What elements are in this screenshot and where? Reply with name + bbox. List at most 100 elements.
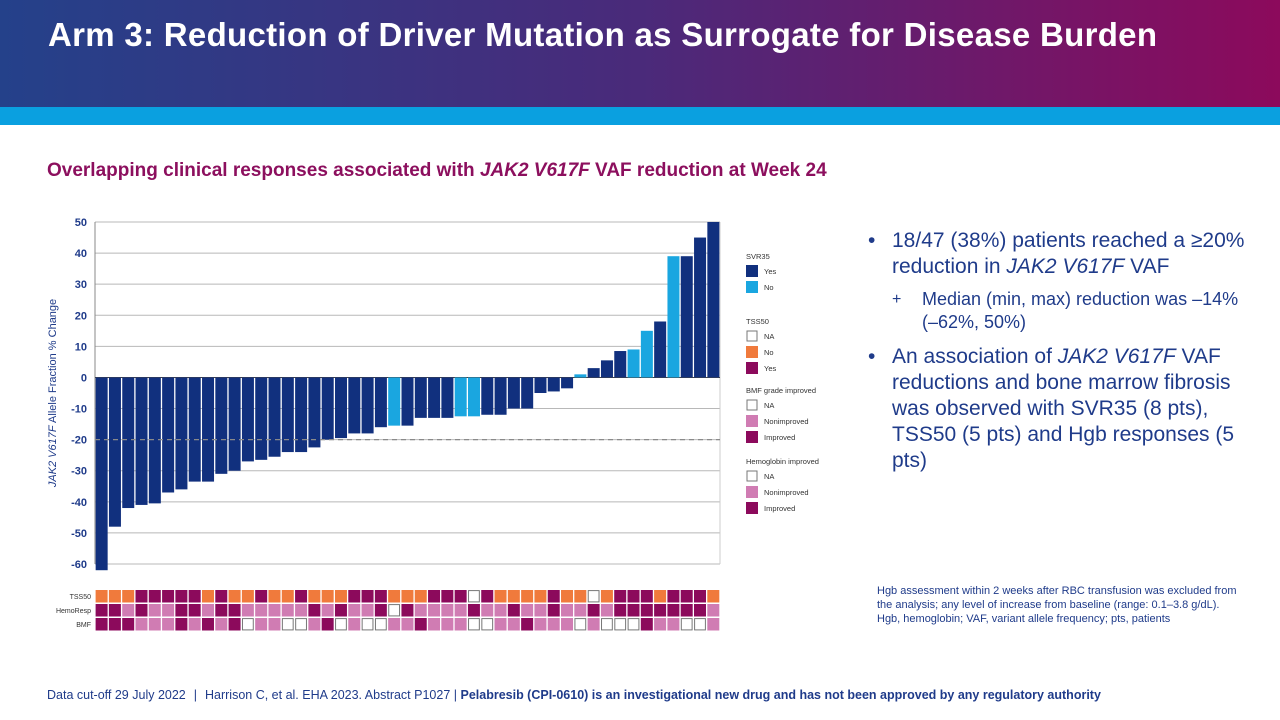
heatmap-cell — [561, 604, 574, 617]
heatmap-cell — [401, 590, 414, 603]
bar — [228, 377, 241, 471]
bar — [600, 360, 613, 378]
heatmap-cell — [388, 618, 401, 631]
y-axis-label-gene: JAK2 V617F — [47, 424, 59, 488]
legend-group-title: BMF grade improved — [746, 386, 816, 395]
bar — [321, 377, 334, 440]
header-accent-strip — [0, 107, 1280, 125]
heatmap-cell — [707, 590, 720, 603]
heatmap-cell — [188, 618, 201, 631]
subtitle-gene: JAK2 V617F — [479, 160, 590, 181]
heatmap-cell — [414, 604, 427, 617]
legend-item-label: NA — [764, 332, 774, 341]
heatmap-cell — [108, 590, 121, 603]
heatmap-cell — [561, 590, 574, 603]
footnote: Hgb assessment within 2 weeks after RBC … — [877, 584, 1237, 626]
heatmap-cell — [361, 604, 374, 617]
bar — [268, 377, 281, 457]
heatmap-cell — [108, 604, 121, 617]
legend-item-label: No — [764, 348, 774, 357]
heatmap-cell — [268, 590, 281, 603]
footer: Data cut-off 29 July 2022 | Harrison C, et… — [47, 688, 1101, 702]
bar — [614, 351, 627, 378]
heatmap-cell — [162, 590, 175, 603]
heatmap-cell — [321, 604, 334, 617]
heatmap-cell — [481, 604, 494, 617]
bar — [135, 377, 148, 505]
heatmap-cell — [680, 604, 693, 617]
y-tick-label: 50 — [75, 217, 87, 229]
heatmap-cell — [308, 604, 321, 617]
heatmap-cell — [228, 604, 241, 617]
heatmap-cell — [627, 604, 640, 617]
heatmap-cell — [162, 618, 175, 631]
heatmap-cell — [414, 618, 427, 631]
heatmap-cell — [428, 618, 441, 631]
heatmap-cell — [614, 604, 627, 617]
bar — [428, 377, 441, 418]
footer-separator: | — [193, 688, 197, 702]
heatmap-cell — [640, 604, 653, 617]
heatmap-cell — [361, 590, 374, 603]
heatmap-cell — [507, 590, 520, 603]
bullet2-text-post: VAF reductions and bone marrow fibrosis … — [892, 345, 1235, 472]
legend-swatch — [746, 265, 758, 277]
bar — [640, 330, 653, 378]
heatmap-cell — [108, 618, 121, 631]
heatmap-cell — [241, 604, 254, 617]
heatmap-cell — [600, 604, 613, 617]
legend-swatch — [746, 486, 758, 498]
bar — [401, 377, 414, 426]
bullet-dot-icon: • — [868, 345, 876, 368]
heatmap-cell — [228, 590, 241, 603]
y-tick-label: 40 — [75, 248, 87, 260]
heatmap-cell — [481, 618, 494, 631]
heatmap-cell — [215, 590, 228, 603]
heatmap-cell — [574, 618, 587, 631]
legend-item-label: Yes — [764, 267, 776, 276]
bar — [521, 377, 534, 409]
y-tick-label: -50 — [71, 528, 87, 540]
heatmap-cell — [547, 604, 560, 617]
heatmap-cell — [707, 604, 720, 617]
heatmap-cell — [122, 618, 135, 631]
legend-swatch — [746, 330, 758, 342]
header-banner: Arm 3: Reduction of Driver Mutation as S… — [0, 0, 1280, 107]
bar — [467, 377, 480, 417]
subtitle-part1: Overlapping clinical responses associate… — [47, 160, 480, 181]
bar — [707, 222, 720, 378]
y-tick-label: -40 — [71, 497, 87, 509]
bullet-association: • An association of JAK2 V617F VAF reduct… — [866, 344, 1246, 474]
heatmap-cell — [308, 590, 321, 603]
heatmap-cell — [175, 604, 188, 617]
heatmap-cell — [667, 604, 680, 617]
legend-group-title: TSS50 — [746, 317, 769, 326]
heatmap-cell — [694, 604, 707, 617]
heatmap-cell — [441, 590, 454, 603]
bar — [335, 377, 348, 439]
heatmap-cell — [454, 590, 467, 603]
footer-citation: Harrison C, et al. EHA 2023. Abstract P1… — [205, 688, 457, 702]
y-tick-label: 0 — [81, 372, 87, 384]
heatmap-cell — [680, 590, 693, 603]
y-tick-label: -30 — [71, 466, 87, 478]
heatmap-cell — [534, 618, 547, 631]
legend-group-title: SVR35 — [746, 252, 770, 261]
findings-list: • 18/47 (38%) patients reached a ≥20% red… — [866, 228, 1246, 482]
heatmap-cell — [95, 618, 108, 631]
legend-swatch — [746, 470, 758, 482]
bar — [680, 256, 693, 378]
heatmap-cell — [135, 604, 148, 617]
heatmap-cell — [148, 590, 161, 603]
heatmap-cell — [95, 590, 108, 603]
heatmap-cell — [374, 604, 387, 617]
heatmap-cell — [680, 618, 693, 631]
chart-subtitle: Overlapping clinical responses associate… — [47, 160, 827, 182]
bar — [241, 377, 254, 462]
bar — [188, 377, 201, 482]
legend-item-label: Nonimproved — [764, 417, 809, 426]
bar — [547, 377, 560, 392]
bar — [148, 377, 161, 504]
heatmap-cell — [654, 590, 667, 603]
heatmap-cell — [614, 618, 627, 631]
